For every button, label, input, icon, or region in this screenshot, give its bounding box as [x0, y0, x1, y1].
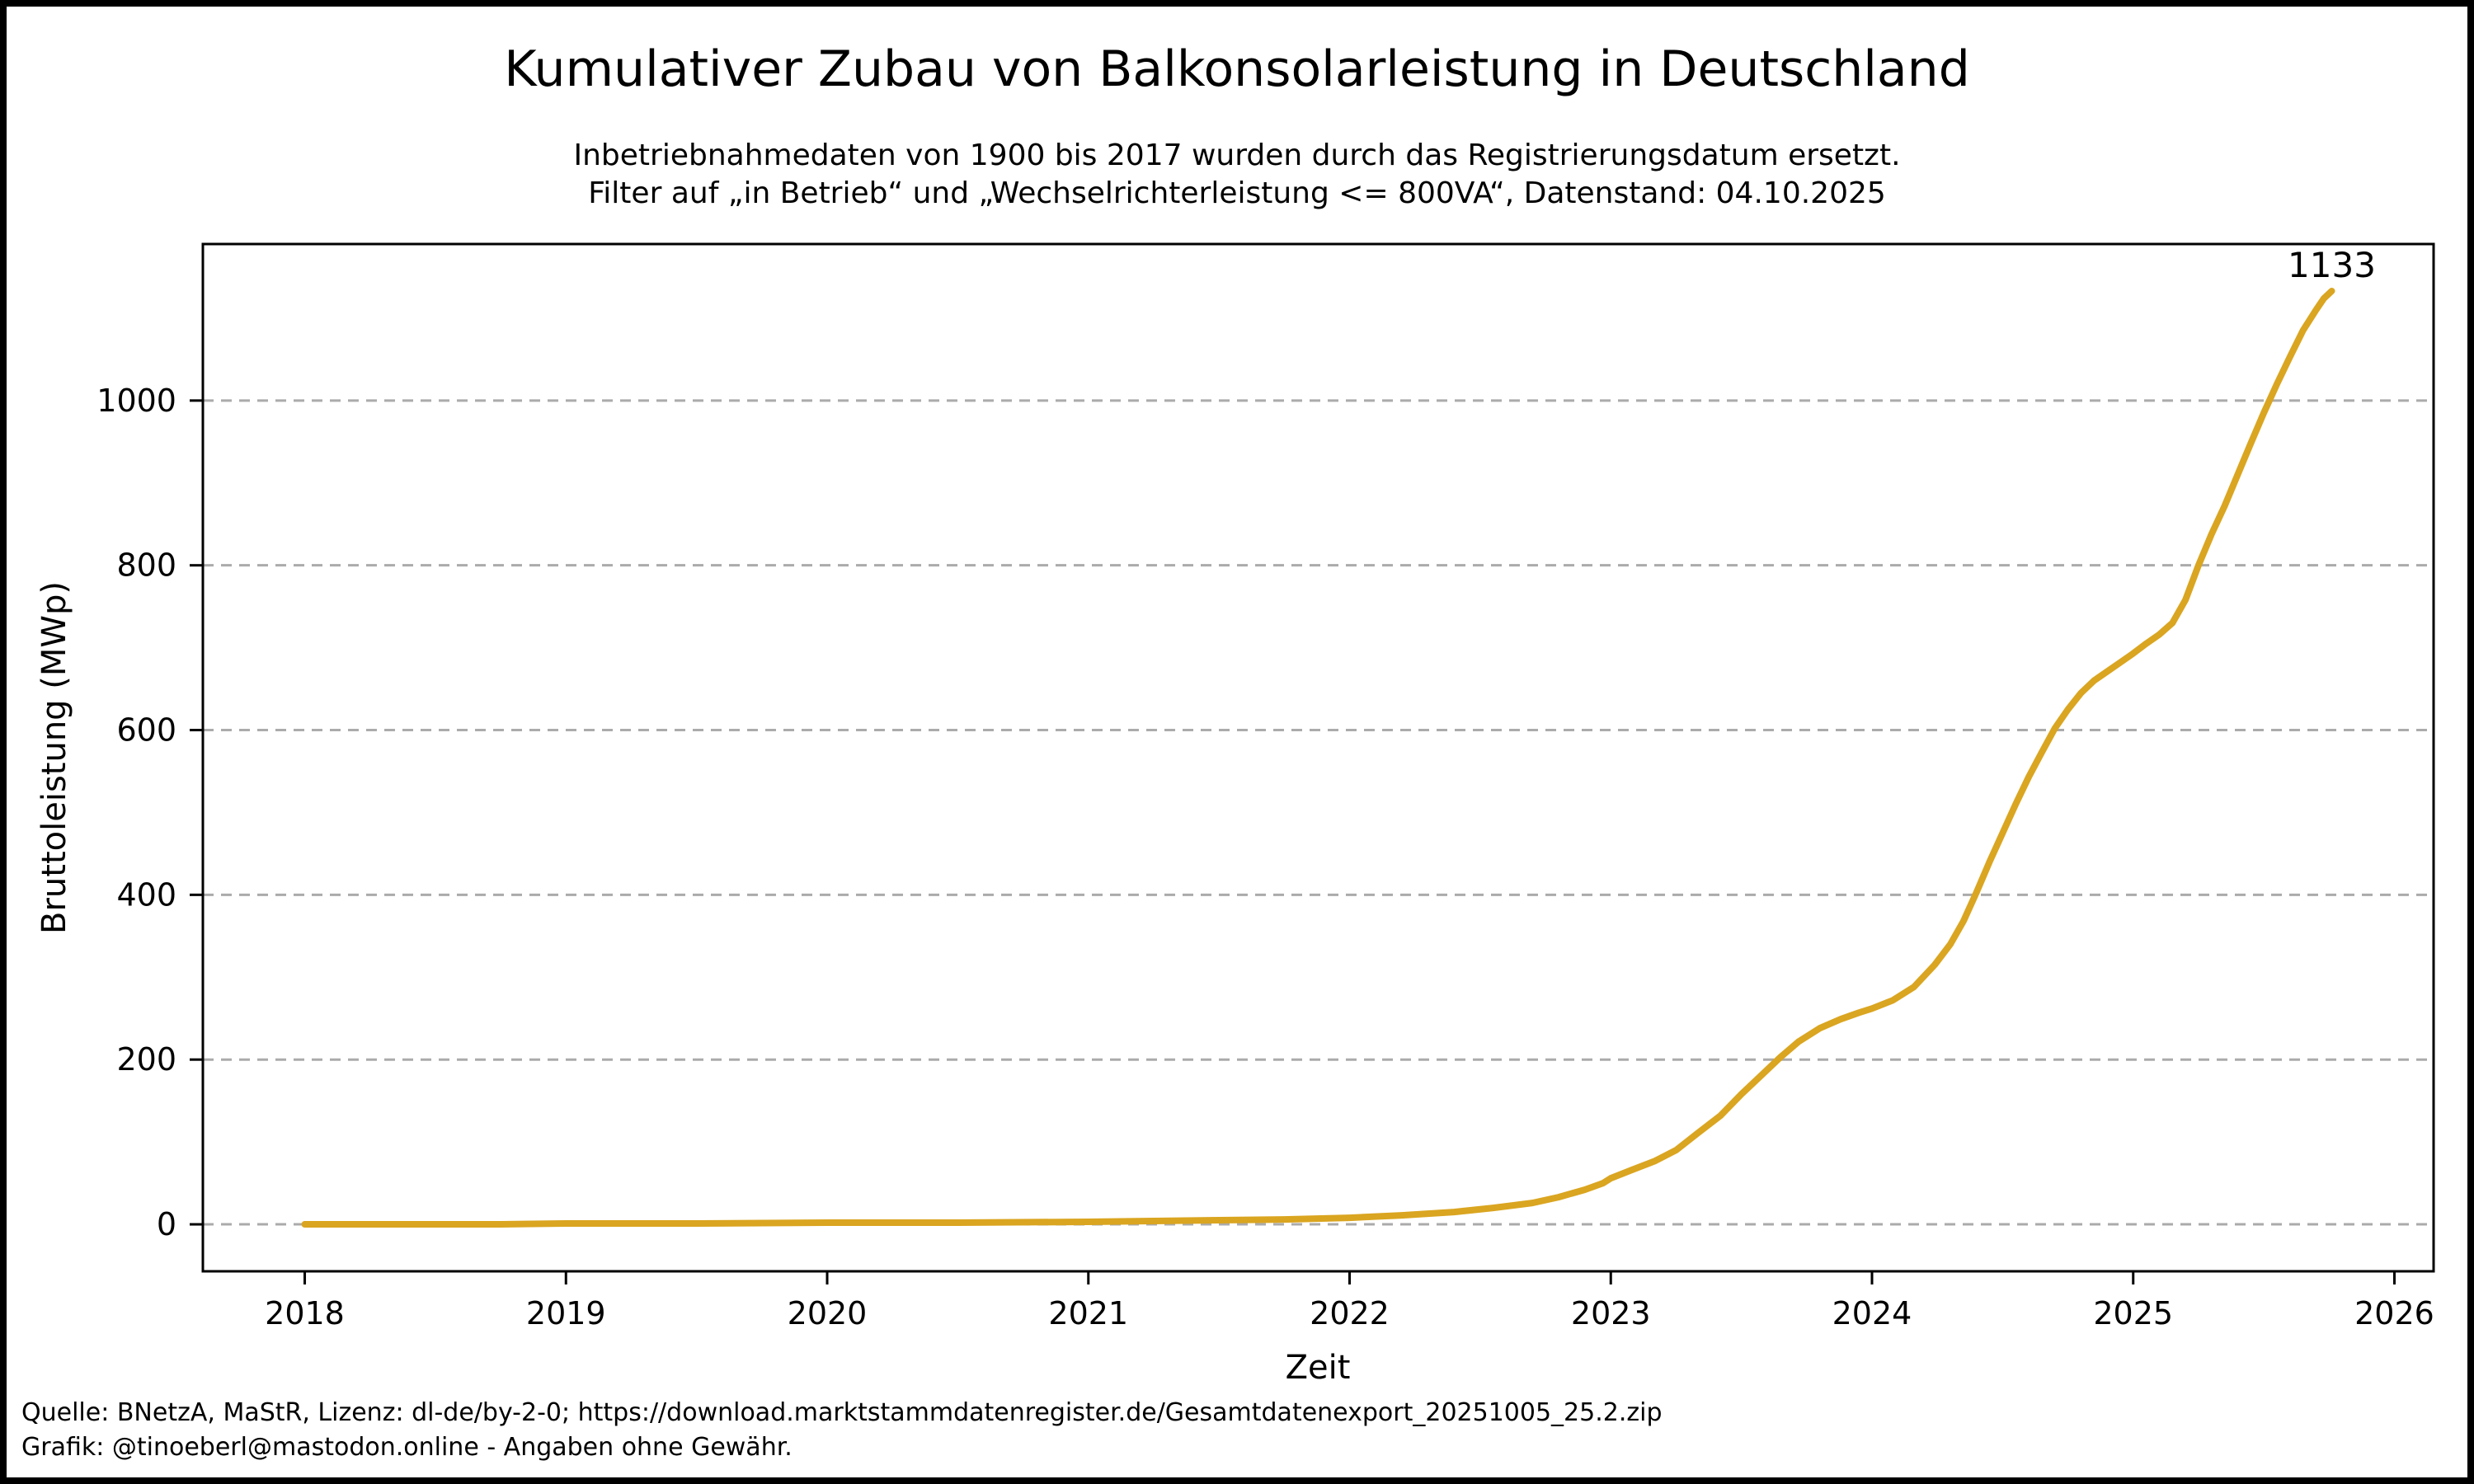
- x-tick-label: 2024: [1832, 1295, 1912, 1331]
- y-tick-label: 800: [116, 547, 176, 584]
- cumulative-capacity-line: [301, 288, 2335, 1228]
- y-axis-label: Bruttoleistung (MWp): [35, 581, 73, 934]
- x-tick-label: 2018: [265, 1295, 345, 1331]
- x-tick-label: 2022: [1310, 1295, 1390, 1331]
- y-tick-label: 600: [116, 712, 176, 749]
- x-tick-label: 2021: [1048, 1295, 1128, 1331]
- chart-subtitle-line1: Inbetriebnahmedaten von 1900 bis 2017 wu…: [573, 139, 1901, 172]
- x-tick-label: 2019: [526, 1295, 606, 1331]
- x-tick-label: 2020: [788, 1295, 868, 1331]
- line-chart-plot-area: 0 200 400 600 800 1000 2018 2019 2020 2021 2022 202…: [96, 242, 2435, 1331]
- author-credit-line: Grafik: @tinoeberl@mastodon.online - Ang…: [21, 1433, 793, 1462]
- axes-spines: [201, 242, 2435, 1273]
- y-tick-label: 400: [116, 876, 176, 913]
- y-tick-label: 1000: [96, 383, 176, 419]
- source-credit-line: Quelle: BNetzA, MaStR, Lizenz: dl-de/by-…: [21, 1398, 1663, 1427]
- y-tick-label: 0: [157, 1206, 176, 1242]
- x-tick-label: 2026: [2354, 1295, 2434, 1331]
- x-axis-label: Zeit: [1285, 1349, 1351, 1387]
- chart-title: Kumulativer Zubau von Balkonsolarleistun…: [504, 40, 1970, 98]
- x-tick-label: 2025: [2093, 1295, 2173, 1331]
- y-tick-label: 200: [116, 1041, 176, 1078]
- chart-subtitle-line2: Filter auf „in Betrieb“ und „Wechselrich…: [588, 176, 1886, 210]
- last-value-annotation: 1133: [2288, 244, 2376, 285]
- x-tick-label: 2023: [1571, 1295, 1651, 1331]
